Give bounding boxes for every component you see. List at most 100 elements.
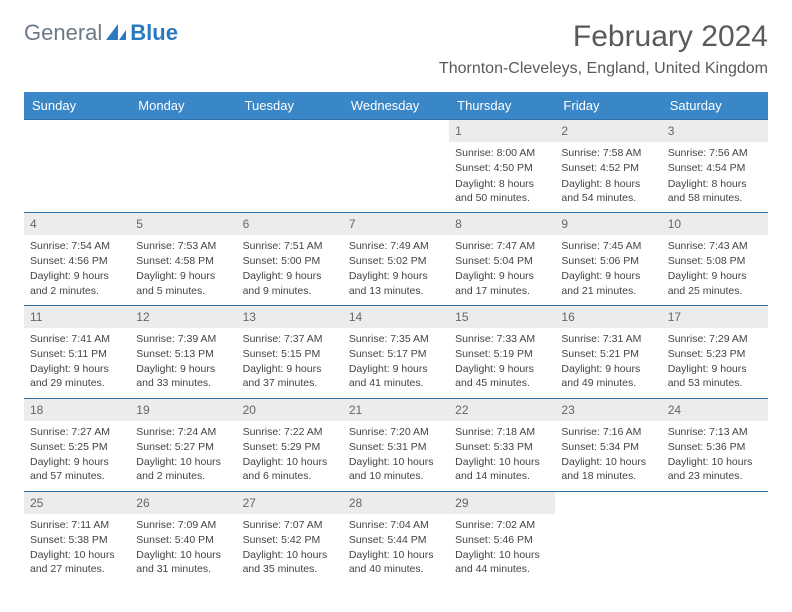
daylight-line: Daylight: 10 hours and 31 minutes. bbox=[136, 548, 230, 576]
daylight-line: Daylight: 9 hours and 41 minutes. bbox=[349, 362, 443, 390]
sunset-line: Sunset: 5:08 PM bbox=[668, 254, 762, 268]
day-cell: 14Sunrise: 7:35 AMSunset: 5:17 PMDayligh… bbox=[343, 306, 449, 398]
day-cell: 21Sunrise: 7:20 AMSunset: 5:31 PMDayligh… bbox=[343, 399, 449, 491]
daylight-line: Daylight: 9 hours and 13 minutes. bbox=[349, 269, 443, 297]
sunset-line: Sunset: 4:50 PM bbox=[455, 161, 549, 175]
calendar: SundayMondayTuesdayWednesdayThursdayFrid… bbox=[24, 92, 768, 583]
sunset-line: Sunset: 4:52 PM bbox=[561, 161, 655, 175]
day-body: Sunrise: 7:11 AMSunset: 5:38 PMDaylight:… bbox=[24, 514, 130, 584]
day-body: Sunrise: 7:53 AMSunset: 4:58 PMDaylight:… bbox=[130, 235, 236, 305]
day-number: 18 bbox=[24, 399, 130, 421]
day-body: Sunrise: 7:31 AMSunset: 5:21 PMDaylight:… bbox=[555, 328, 661, 398]
day-body: Sunrise: 7:33 AMSunset: 5:19 PMDaylight:… bbox=[449, 328, 555, 398]
sunset-line: Sunset: 5:15 PM bbox=[243, 347, 337, 361]
day-cell bbox=[24, 120, 130, 212]
day-number: 17 bbox=[662, 306, 768, 328]
day-cell: 1Sunrise: 8:00 AMSunset: 4:50 PMDaylight… bbox=[449, 120, 555, 212]
logo: General Blue bbox=[24, 20, 178, 46]
day-cell: 25Sunrise: 7:11 AMSunset: 5:38 PMDayligh… bbox=[24, 492, 130, 584]
day-number: 6 bbox=[237, 213, 343, 235]
day-number: 22 bbox=[449, 399, 555, 421]
daylight-line: Daylight: 9 hours and 25 minutes. bbox=[668, 269, 762, 297]
day-number: 15 bbox=[449, 306, 555, 328]
day-cell: 13Sunrise: 7:37 AMSunset: 5:15 PMDayligh… bbox=[237, 306, 343, 398]
day-number: 7 bbox=[343, 213, 449, 235]
weekday-label: Monday bbox=[130, 92, 236, 119]
day-cell: 12Sunrise: 7:39 AMSunset: 5:13 PMDayligh… bbox=[130, 306, 236, 398]
sunrise-line: Sunrise: 7:11 AM bbox=[30, 518, 124, 532]
daylight-line: Daylight: 9 hours and 45 minutes. bbox=[455, 362, 549, 390]
day-body: Sunrise: 7:22 AMSunset: 5:29 PMDaylight:… bbox=[237, 421, 343, 491]
sunrise-line: Sunrise: 7:41 AM bbox=[30, 332, 124, 346]
day-cell: 9Sunrise: 7:45 AMSunset: 5:06 PMDaylight… bbox=[555, 213, 661, 305]
month-title: February 2024 bbox=[439, 20, 768, 54]
day-body: Sunrise: 7:04 AMSunset: 5:44 PMDaylight:… bbox=[343, 514, 449, 584]
day-body: Sunrise: 7:09 AMSunset: 5:40 PMDaylight:… bbox=[130, 514, 236, 584]
day-body: Sunrise: 7:27 AMSunset: 5:25 PMDaylight:… bbox=[24, 421, 130, 491]
header: General Blue February 2024 Thornton-Clev… bbox=[24, 20, 768, 78]
sunrise-line: Sunrise: 7:54 AM bbox=[30, 239, 124, 253]
daylight-line: Daylight: 10 hours and 35 minutes. bbox=[243, 548, 337, 576]
day-number: 28 bbox=[343, 492, 449, 514]
day-body: Sunrise: 7:51 AMSunset: 5:00 PMDaylight:… bbox=[237, 235, 343, 305]
daylight-line: Daylight: 9 hours and 29 minutes. bbox=[30, 362, 124, 390]
day-body: Sunrise: 7:43 AMSunset: 5:08 PMDaylight:… bbox=[662, 235, 768, 305]
daylight-line: Daylight: 9 hours and 9 minutes. bbox=[243, 269, 337, 297]
sunset-line: Sunset: 5:33 PM bbox=[455, 440, 549, 454]
sunrise-line: Sunrise: 7:37 AM bbox=[243, 332, 337, 346]
day-cell bbox=[343, 120, 449, 212]
sunrise-line: Sunrise: 7:18 AM bbox=[455, 425, 549, 439]
sunset-line: Sunset: 5:25 PM bbox=[30, 440, 124, 454]
sunset-line: Sunset: 4:56 PM bbox=[30, 254, 124, 268]
sunrise-line: Sunrise: 7:51 AM bbox=[243, 239, 337, 253]
sunrise-line: Sunrise: 7:22 AM bbox=[243, 425, 337, 439]
sunrise-line: Sunrise: 7:43 AM bbox=[668, 239, 762, 253]
logo-text-general: General bbox=[24, 20, 102, 46]
week-row: 11Sunrise: 7:41 AMSunset: 5:11 PMDayligh… bbox=[24, 305, 768, 398]
sunrise-line: Sunrise: 7:24 AM bbox=[136, 425, 230, 439]
daylight-line: Daylight: 9 hours and 49 minutes. bbox=[561, 362, 655, 390]
sunrise-line: Sunrise: 7:27 AM bbox=[30, 425, 124, 439]
sunrise-line: Sunrise: 7:45 AM bbox=[561, 239, 655, 253]
sunrise-line: Sunrise: 7:35 AM bbox=[349, 332, 443, 346]
day-body: Sunrise: 7:16 AMSunset: 5:34 PMDaylight:… bbox=[555, 421, 661, 491]
weekday-label: Wednesday bbox=[343, 92, 449, 119]
sunrise-line: Sunrise: 7:16 AM bbox=[561, 425, 655, 439]
sunset-line: Sunset: 4:54 PM bbox=[668, 161, 762, 175]
day-body: Sunrise: 7:13 AMSunset: 5:36 PMDaylight:… bbox=[662, 421, 768, 491]
sunrise-line: Sunrise: 7:56 AM bbox=[668, 146, 762, 160]
sunrise-line: Sunrise: 7:31 AM bbox=[561, 332, 655, 346]
sunset-line: Sunset: 5:27 PM bbox=[136, 440, 230, 454]
day-body: Sunrise: 7:24 AMSunset: 5:27 PMDaylight:… bbox=[130, 421, 236, 491]
daylight-line: Daylight: 9 hours and 37 minutes. bbox=[243, 362, 337, 390]
day-body: Sunrise: 7:56 AMSunset: 4:54 PM Daylight:… bbox=[662, 142, 768, 212]
day-cell: 26Sunrise: 7:09 AMSunset: 5:40 PMDayligh… bbox=[130, 492, 236, 584]
daylight-line: Daylight: 8 hours and 54 minutes. bbox=[561, 177, 655, 205]
day-cell: 6Sunrise: 7:51 AMSunset: 5:00 PMDaylight… bbox=[237, 213, 343, 305]
day-number: 3 bbox=[662, 120, 768, 142]
week-row: 4Sunrise: 7:54 AMSunset: 4:56 PMDaylight… bbox=[24, 212, 768, 305]
sunrise-line: Sunrise: 7:53 AM bbox=[136, 239, 230, 253]
daylight-line: Daylight: 8 hours and 58 minutes. bbox=[668, 177, 762, 205]
daylight-line: Daylight: 9 hours and 53 minutes. bbox=[668, 362, 762, 390]
weekday-label: Sunday bbox=[24, 92, 130, 119]
day-body: Sunrise: 7:49 AMSunset: 5:02 PMDaylight:… bbox=[343, 235, 449, 305]
day-cell: 28Sunrise: 7:04 AMSunset: 5:44 PMDayligh… bbox=[343, 492, 449, 584]
day-cell: 11Sunrise: 7:41 AMSunset: 5:11 PMDayligh… bbox=[24, 306, 130, 398]
daylight-line: Daylight: 10 hours and 10 minutes. bbox=[349, 455, 443, 483]
sunrise-line: Sunrise: 7:47 AM bbox=[455, 239, 549, 253]
day-cell: 8Sunrise: 7:47 AMSunset: 5:04 PMDaylight… bbox=[449, 213, 555, 305]
sunset-line: Sunset: 5:42 PM bbox=[243, 533, 337, 547]
day-cell: 24Sunrise: 7:13 AMSunset: 5:36 PMDayligh… bbox=[662, 399, 768, 491]
day-cell: 18Sunrise: 7:27 AMSunset: 5:25 PMDayligh… bbox=[24, 399, 130, 491]
sunrise-line: Sunrise: 7:49 AM bbox=[349, 239, 443, 253]
sunrise-line: Sunrise: 7:04 AM bbox=[349, 518, 443, 532]
day-number: 12 bbox=[130, 306, 236, 328]
day-body: Sunrise: 7:39 AMSunset: 5:13 PMDaylight:… bbox=[130, 328, 236, 398]
sunset-line: Sunset: 5:00 PM bbox=[243, 254, 337, 268]
sunset-line: Sunset: 5:46 PM bbox=[455, 533, 549, 547]
sunset-line: Sunset: 5:02 PM bbox=[349, 254, 443, 268]
day-cell: 10Sunrise: 7:43 AMSunset: 5:08 PMDayligh… bbox=[662, 213, 768, 305]
day-body: Sunrise: 7:41 AMSunset: 5:11 PMDaylight:… bbox=[24, 328, 130, 398]
day-body: Sunrise: 7:45 AMSunset: 5:06 PMDaylight:… bbox=[555, 235, 661, 305]
